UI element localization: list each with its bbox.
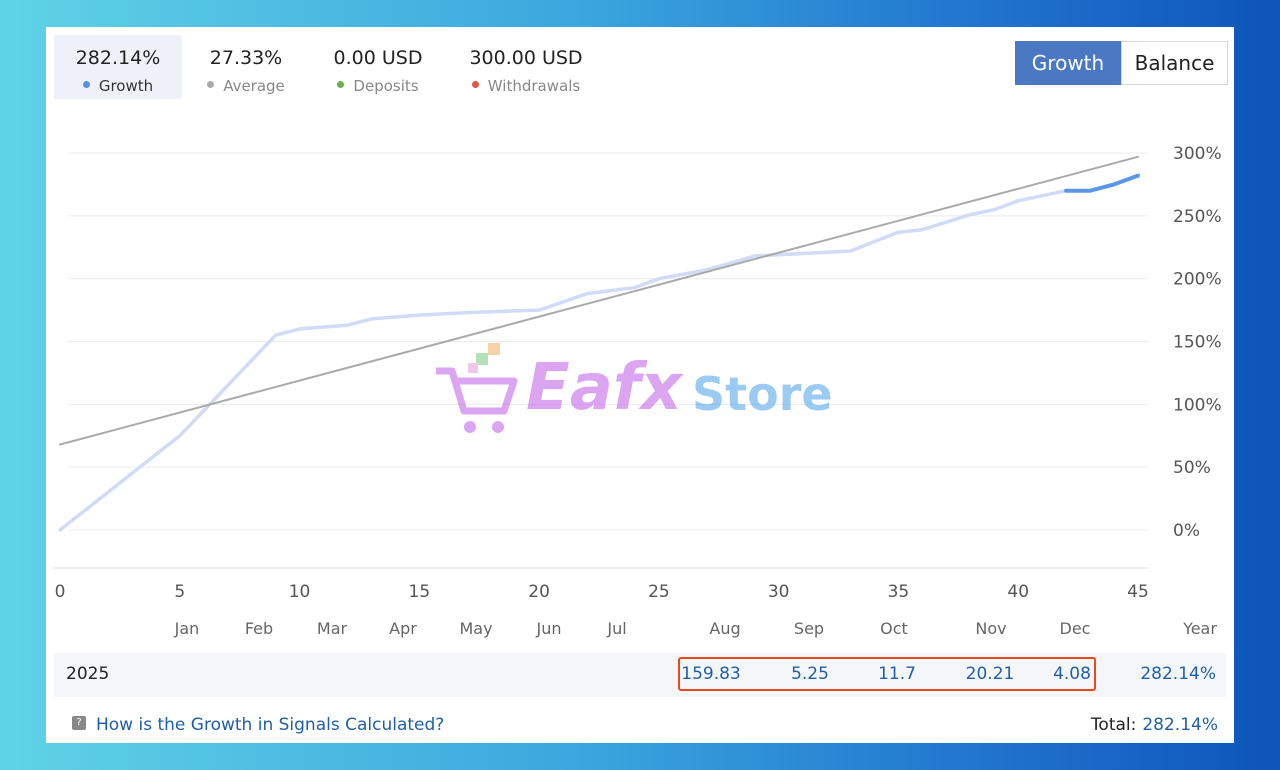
stat-withdrawals[interactable]: 300.00 USD Withdrawals [456,35,596,99]
highlight-box [678,657,1096,691]
series-line [59,155,1139,446]
year-total: 282.14% [1140,664,1216,684]
month-label: Jul [606,619,626,638]
x-tick-label: 25 [648,582,670,602]
year-label: 2025 [66,664,110,684]
growth-card: 282.14% Growth 27.33% Average 0.00 USD D… [46,27,1234,743]
stat-withdrawals-label: Withdrawals [487,77,581,95]
y-tick-label: 150% [1173,333,1222,353]
stat-deposits-value: 0.00 USD [333,47,423,69]
eafxstore-watermark: Eafx Store [432,337,852,447]
stat-growth-label: Growth [98,77,154,95]
stat-growth-value: 282.14% [75,47,161,69]
month-label: Sep [794,619,824,638]
y-tick-label: 300% [1173,144,1222,164]
month-label: Nov [975,619,1006,638]
y-tick-label: 100% [1173,395,1222,415]
withdrawals-dot-icon [471,81,479,88]
x-tick-label: 15 [409,582,431,602]
month-label: Jan [174,619,200,638]
x-tick-label: 40 [1007,582,1029,602]
year-cell-aug[interactable]: 159.83 [681,664,741,684]
year-cell-oct[interactable]: 11.7 [878,664,916,684]
stat-growth[interactable]: 282.14% Growth [54,35,182,99]
series-line [1064,173,1140,193]
watermark-word1: Eafx [526,351,683,425]
x-tick-label: 10 [289,582,311,602]
x-tick-label: 45 [1127,582,1149,602]
x-tick-label: 0 [55,582,66,602]
x-tick-label: 30 [768,582,790,602]
series-line [58,188,1068,532]
stat-average-label: Average [223,77,285,95]
watermark-word2: Store [692,367,833,421]
month-label: Jun [536,619,562,638]
x-tick-label: 35 [888,582,910,602]
total-value: 282.14% [1142,715,1218,735]
stat-average-value: 27.33% [209,47,283,69]
growth-chart: 0% 50% 100% 150% 200% 250% 300% 0 5 10 15 20 25 30 35 4… [54,144,1222,638]
stat-deposits[interactable]: 0.00 USD Deposits [316,35,440,99]
year-cell-sep[interactable]: 5.25 [791,664,829,684]
y-tick-label: 0% [1173,521,1200,541]
y-tick-label: 50% [1173,458,1211,478]
total-summary: Total: 282.14% [1091,715,1218,735]
growth-toggle-button[interactable]: Growth [1015,41,1121,85]
month-label: Oct [880,619,908,638]
x-tick-label: 5 [174,582,185,602]
deposits-dot-icon [337,81,345,88]
total-label: Total: [1090,715,1137,735]
balance-toggle-button[interactable]: Balance [1121,41,1228,85]
y-tick-label: 200% [1173,270,1222,290]
year-cell-dec[interactable]: 4.08 [1053,664,1091,684]
month-label: Mar [317,619,348,638]
y-tick-label: 250% [1173,207,1222,227]
x-tick-label: 20 [528,582,550,602]
help-link-text[interactable]: How is the Growth in Signals Calculated? [96,715,445,735]
month-label: Aug [709,619,740,638]
growth-dot-icon [82,81,90,88]
month-label: May [459,619,492,638]
help-link[interactable]: ? How is the Growth in Signals Calculated… [72,715,444,735]
help-icon: ? [72,716,86,730]
stat-deposits-label: Deposits [353,77,419,95]
year-cell-nov[interactable]: 20.21 [965,664,1015,684]
month-label: Feb [245,619,273,638]
stat-withdrawals-value: 300.00 USD [469,47,583,69]
month-label: Dec [1060,619,1091,638]
month-label: Apr [389,619,417,638]
average-dot-icon [207,81,215,88]
month-label: Year [1182,619,1217,638]
stat-average[interactable]: 27.33% Average [184,35,308,99]
shopping-cart-icon [436,343,518,433]
